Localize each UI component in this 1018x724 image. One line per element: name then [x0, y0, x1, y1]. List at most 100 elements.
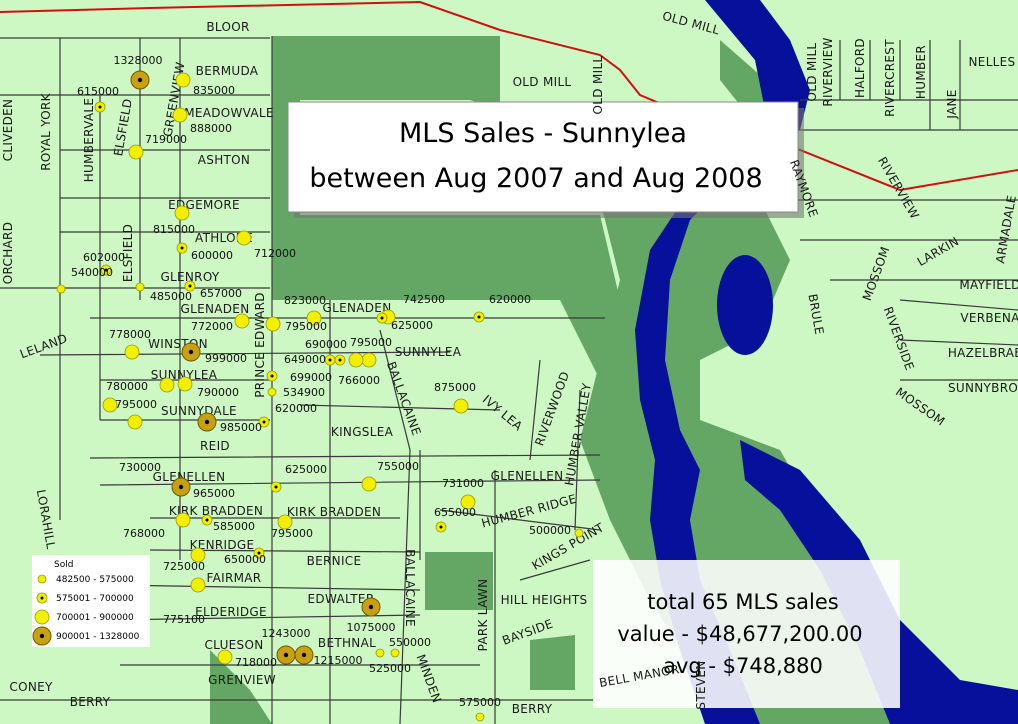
- street-label: RIVERVIEW: [821, 37, 835, 106]
- sale-price: 795000: [115, 398, 157, 411]
- legend-label: 900001 - 1328000: [56, 632, 140, 642]
- sale-dot-center: [262, 420, 266, 424]
- sale-price: 725000: [163, 560, 205, 573]
- sale-price: 888000: [190, 122, 232, 135]
- street-label: ELSFIELD: [121, 224, 135, 282]
- sale-dot-center: [477, 315, 481, 319]
- sale-price: 768000: [123, 527, 165, 540]
- sale-dot-center: [137, 77, 143, 83]
- street-label: IVY LEA: [480, 392, 526, 434]
- sale-dot-center: [104, 268, 108, 272]
- sale-dot: [190, 547, 206, 563]
- sale-price: 620000: [275, 402, 317, 415]
- street-label: BERNICE: [307, 554, 362, 568]
- summary-line: value - $48,677,200.00: [617, 622, 862, 646]
- sale-dot: [475, 712, 485, 722]
- street-label: OLD MILL: [513, 75, 572, 89]
- street-label: SUNNYLEA: [395, 345, 462, 359]
- sale-dot: [102, 397, 118, 413]
- street-label: HILL HEIGHTS: [501, 593, 588, 607]
- sale-dot: [124, 344, 140, 360]
- sale-price: 655000: [434, 506, 476, 519]
- street-label: REID: [200, 439, 230, 453]
- title-line: MLS Sales - Sunnylea: [399, 118, 687, 149]
- street-label: JANE: [945, 89, 959, 119]
- sale-dot: [127, 414, 143, 430]
- sale-price: 1215000: [314, 654, 363, 667]
- legend-label: 482500 - 575000: [56, 575, 134, 585]
- sale-dot-center: [270, 374, 274, 378]
- sale-price: 699000: [290, 371, 332, 384]
- street-label: BERRY: [70, 695, 111, 709]
- legend: Sold 482500 - 575000 575001 - 700000 70000…: [32, 555, 150, 647]
- legend-label: 700001 - 900000: [56, 613, 134, 623]
- street-label: KINGSLEA: [331, 425, 394, 439]
- street-label: VERBENA: [960, 311, 1018, 325]
- street-label: HUMBERVALE: [82, 98, 96, 183]
- sale-dot: [177, 376, 193, 392]
- street-label: PRINCE EDWARD: [253, 292, 267, 398]
- street-label: KENRIDGE: [190, 538, 255, 552]
- sale-price: 650000: [224, 553, 266, 566]
- sale-price: 485000: [150, 290, 192, 303]
- sale-dot: [34, 609, 50, 625]
- street-label: GLENROY: [160, 270, 219, 284]
- sale-dot: [277, 514, 293, 530]
- street-label: CLUESON: [205, 638, 264, 652]
- sale-dot: [159, 377, 175, 393]
- street-label: ROYAL YORK: [39, 92, 53, 170]
- sale-dot-center: [328, 358, 332, 362]
- legend-title: Sold: [54, 560, 73, 570]
- sale-price: 525000: [369, 662, 411, 675]
- sale-price: 795000: [285, 320, 327, 333]
- street-label: OLD MILL: [591, 56, 605, 115]
- sale-price: 625000: [285, 463, 327, 476]
- street-label: MOSSOM: [893, 385, 947, 429]
- sale-dot: [217, 649, 233, 665]
- sale-price: 999000: [205, 352, 247, 365]
- sale-price: 775100: [163, 613, 205, 626]
- street-label: KIRK BRADDEN: [287, 505, 381, 519]
- sale-price: 790000: [197, 386, 239, 399]
- street-label: CONEY: [9, 680, 53, 694]
- title-line: between Aug 2007 and Aug 2008: [309, 163, 762, 194]
- sale-dot-center: [301, 652, 307, 658]
- street-label: BLOOR: [206, 20, 249, 34]
- sale-dot-center: [274, 485, 278, 489]
- sale-price: 1243000: [262, 627, 311, 640]
- sale-dot-center: [439, 525, 443, 529]
- street-label: GLENADEN: [181, 302, 250, 316]
- sale-dot: [175, 72, 191, 88]
- sale-dot: [574, 528, 584, 538]
- street-label: GLENELLEN: [153, 470, 226, 484]
- sale-dot-center: [40, 596, 44, 600]
- street-label: GRENVIEW: [208, 673, 276, 687]
- street-label: HAZELBRAE: [948, 346, 1018, 360]
- sale-price: 550000: [389, 636, 431, 649]
- street-label: ASHTON: [198, 153, 250, 167]
- street-label: MINDEN: [414, 653, 444, 705]
- sale-price: 875000: [434, 381, 476, 394]
- sale-price: 718000: [235, 656, 277, 669]
- street-label: RIVERCREST: [883, 39, 897, 117]
- sale-dot-center: [180, 246, 184, 250]
- sale-price: 778000: [109, 328, 151, 341]
- sale-dot: [172, 107, 188, 123]
- sale-dot: [56, 284, 66, 294]
- street-label: BRULE: [805, 293, 826, 336]
- sale-price: 742500: [403, 293, 445, 306]
- street-label: MOSSOM: [860, 245, 893, 303]
- sale-dot: [190, 577, 206, 593]
- sale-dot: [135, 282, 145, 292]
- sale-price: 730000: [119, 461, 161, 474]
- sale-dot: [361, 352, 377, 368]
- sale-dot-center: [380, 316, 384, 320]
- street-label: HUMBER: [914, 45, 928, 99]
- sale-price: 766000: [338, 374, 380, 387]
- sale-dot-center: [188, 284, 192, 288]
- sale-dot-center: [205, 518, 209, 522]
- sale-dot: [174, 205, 190, 221]
